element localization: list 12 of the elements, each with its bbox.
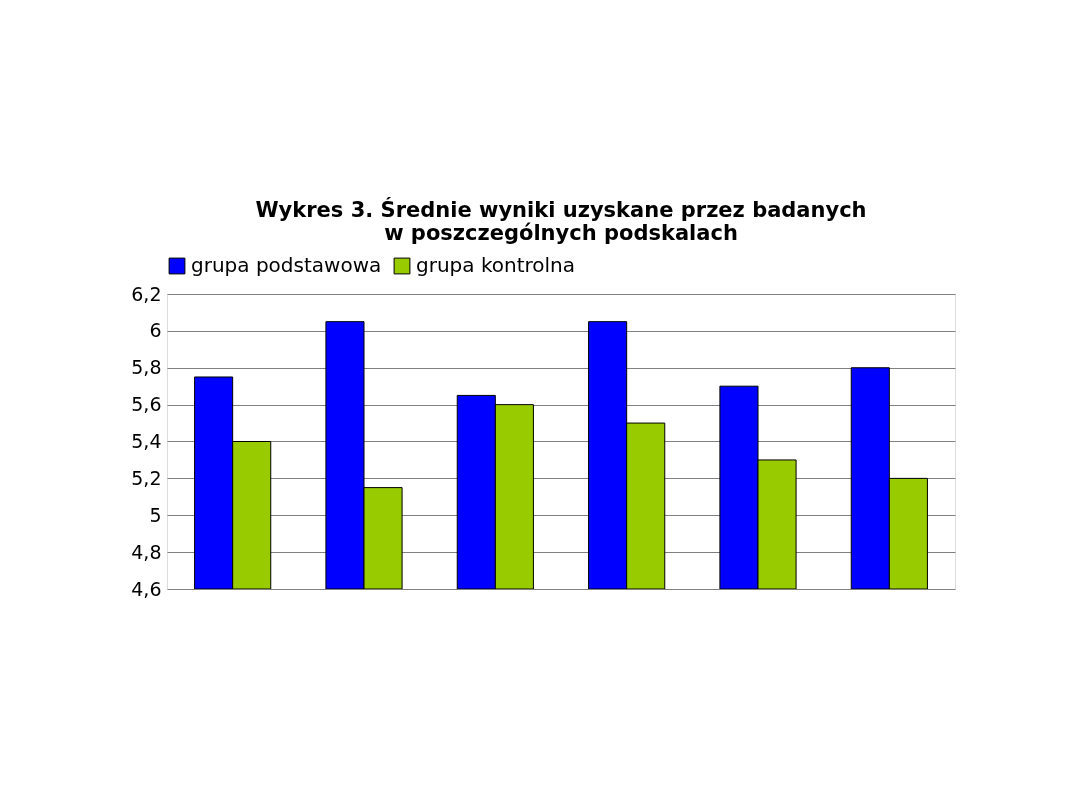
y-tick-label: 5 [149, 503, 162, 526]
y-tick-label: 5,2 [131, 466, 162, 489]
y-tick-label: 5,8 [131, 356, 162, 379]
y-tick-label: 5,6 [131, 393, 162, 416]
legend-label: grupa podstawowa [191, 253, 382, 277]
legend-label: grupa kontrolna [416, 253, 576, 277]
y-tick-label: 5,4 [131, 430, 162, 452]
y-tick-label: 4,8 [131, 540, 162, 563]
y-tick-label: 4,6 [131, 577, 162, 600]
y-tick-label: 6,2 [131, 282, 162, 305]
chart-title: Wykres 3. Średnie wyniki uzyskane przez badanych w poszczególnych podskalach [255, 197, 867, 245]
y-tick-label: 6 [149, 319, 162, 342]
